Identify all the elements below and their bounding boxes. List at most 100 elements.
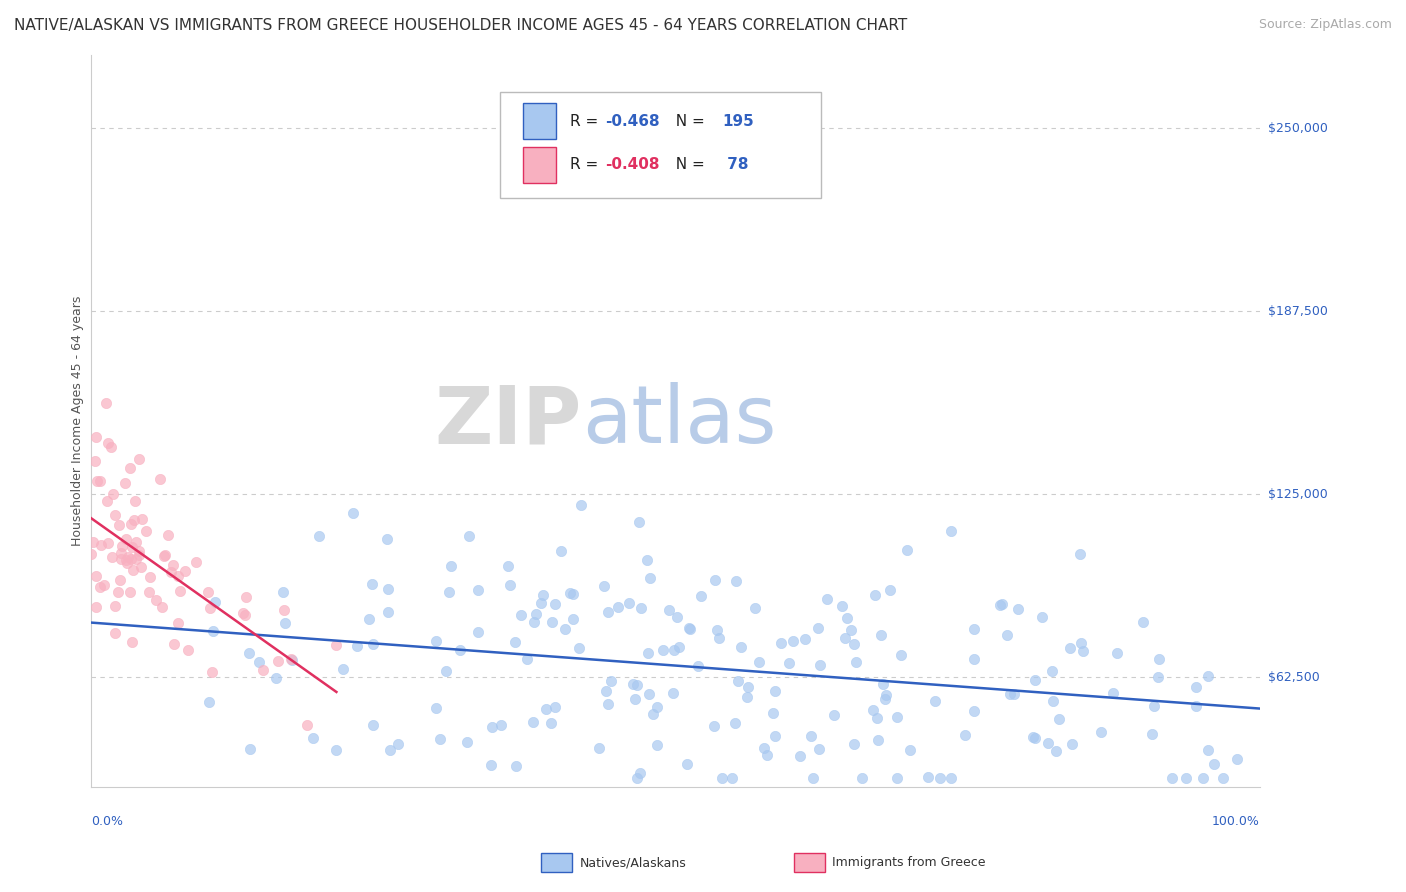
Point: [839, 624, 862, 638]
Point: [941, 524, 963, 539]
Point: [84, 599, 107, 614]
Point: [651, 643, 673, 657]
Point: [886, 772, 908, 786]
Point: [531, 588, 554, 602]
Point: [124, 494, 146, 508]
Point: [121, 541, 143, 555]
Point: [1161, 772, 1184, 786]
Point: [252, 663, 274, 677]
Point: [114, 476, 136, 491]
Point: [1062, 737, 1084, 751]
Point: [801, 772, 824, 786]
Point: [274, 615, 297, 630]
Point: [117, 550, 139, 565]
Point: [737, 680, 759, 694]
Point: [96, 493, 118, 508]
Point: [763, 729, 786, 743]
Point: [271, 585, 294, 599]
Point: [346, 640, 368, 654]
Point: [1040, 664, 1063, 678]
Point: [156, 528, 179, 542]
Point: [763, 683, 786, 698]
Point: [823, 708, 845, 723]
Point: [266, 655, 288, 669]
Point: [505, 758, 527, 772]
FancyBboxPatch shape: [523, 147, 557, 183]
Point: [866, 711, 889, 725]
Point: [724, 574, 747, 589]
Point: [569, 498, 592, 512]
Point: [668, 640, 690, 655]
Point: [754, 741, 776, 756]
Point: [526, 607, 548, 622]
Point: [617, 596, 640, 610]
Point: [174, 564, 197, 578]
Point: [163, 637, 186, 651]
Point: [232, 606, 254, 620]
Point: [868, 733, 890, 747]
FancyBboxPatch shape: [523, 103, 557, 138]
Point: [1132, 615, 1154, 630]
Point: [1197, 743, 1219, 757]
Point: [97, 436, 120, 450]
Point: [953, 728, 976, 742]
Point: [1147, 652, 1170, 666]
Point: [703, 719, 725, 733]
Text: R =: R =: [571, 158, 603, 172]
Point: [890, 648, 912, 662]
Point: [638, 571, 661, 585]
Point: [1184, 680, 1206, 694]
Point: [769, 636, 792, 650]
Point: [540, 715, 562, 730]
Point: [807, 742, 830, 756]
Point: [592, 578, 614, 592]
Point: [110, 552, 132, 566]
Point: [939, 772, 962, 786]
Point: [110, 546, 132, 560]
Point: [90, 538, 112, 552]
Point: [704, 574, 727, 588]
Point: [522, 615, 544, 629]
Point: [481, 720, 503, 734]
Point: [115, 532, 138, 546]
Point: [724, 715, 747, 730]
Text: $187,500: $187,500: [1268, 305, 1327, 318]
Point: [281, 653, 304, 667]
Point: [101, 550, 124, 565]
Point: [89, 580, 111, 594]
Point: [101, 486, 124, 500]
Point: [128, 451, 150, 466]
Point: [762, 706, 785, 720]
Point: [204, 595, 226, 609]
Point: [1090, 724, 1112, 739]
Text: Source: ZipAtlas.com: Source: ZipAtlas.com: [1258, 18, 1392, 31]
Point: [429, 731, 451, 746]
Point: [1212, 772, 1234, 786]
Point: [325, 638, 347, 652]
Point: [675, 756, 697, 771]
Point: [730, 640, 752, 654]
Point: [896, 543, 918, 558]
Text: Immigrants from Greece: Immigrants from Greece: [832, 856, 986, 869]
Point: [540, 615, 562, 629]
Point: [963, 652, 986, 666]
Point: [735, 690, 758, 705]
Point: [499, 578, 522, 592]
Point: [150, 599, 173, 614]
Point: [1022, 730, 1045, 744]
Text: $250,000: $250,000: [1268, 122, 1327, 135]
Point: [84, 430, 107, 444]
Point: [94, 396, 117, 410]
Point: [637, 687, 659, 701]
Point: [233, 608, 256, 623]
Point: [434, 664, 457, 678]
Point: [360, 576, 382, 591]
Point: [1002, 687, 1025, 701]
Point: [666, 610, 689, 624]
Point: [727, 674, 749, 689]
Point: [177, 642, 200, 657]
Point: [425, 701, 447, 715]
Point: [97, 536, 120, 550]
Point: [110, 573, 132, 587]
Point: [988, 599, 1011, 613]
